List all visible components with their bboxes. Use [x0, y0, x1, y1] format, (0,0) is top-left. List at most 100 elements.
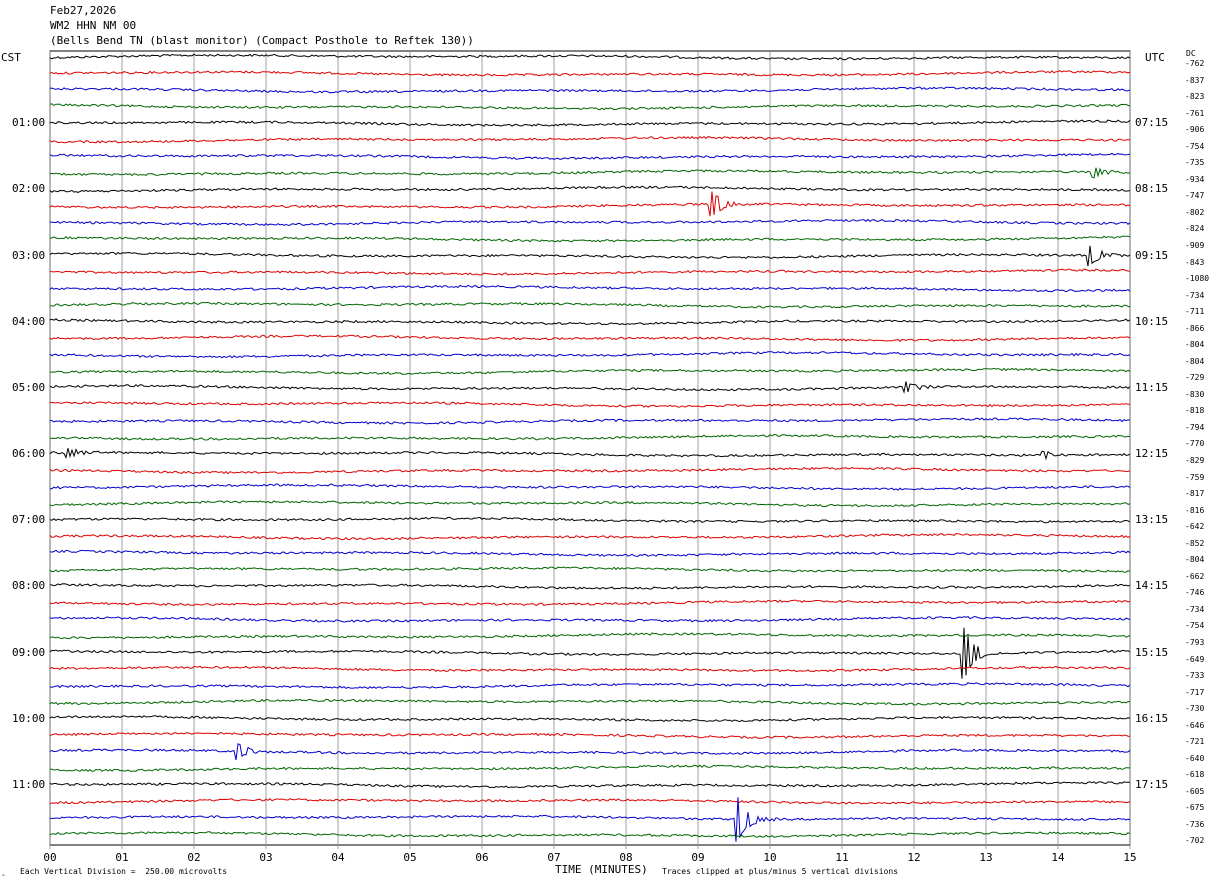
dc-offset-label: -843 — [1185, 257, 1205, 267]
trace-line — [49, 831, 1131, 838]
x-tick-label: 10 — [763, 851, 777, 864]
trace-line — [49, 284, 1131, 293]
dc-offset-label: -794 — [1185, 422, 1205, 432]
trace-line — [49, 627, 1131, 679]
x-tick-label: 04 — [331, 851, 345, 864]
x-tick-label: 14 — [1051, 851, 1065, 864]
left-time-label: 04:00 — [12, 314, 46, 328]
dc-offset-label: -730 — [1185, 704, 1205, 714]
right-time-label: 14:15 — [1135, 579, 1169, 593]
dc-header-label: DC — [1186, 49, 1196, 58]
trace-line — [49, 152, 1131, 160]
x-tick-label: 06 — [475, 851, 489, 864]
trace-line — [49, 334, 1131, 343]
dc-offset-label: -746 — [1185, 588, 1205, 598]
date-label: Feb27,2026 — [50, 4, 117, 17]
trace-line — [49, 367, 1131, 375]
left-time-label: 03:00 — [12, 248, 46, 262]
trace-line — [49, 698, 1131, 706]
dc-offset-label: -804 — [1185, 340, 1205, 350]
trace-line — [49, 764, 1130, 772]
dc-offset-label: -662 — [1185, 571, 1205, 581]
x-tick-label: 09 — [691, 851, 705, 864]
x-tick-label: 00 — [43, 851, 57, 864]
dc-offset-label: -824 — [1185, 224, 1205, 234]
dc-offset-label: -793 — [1185, 637, 1205, 647]
left-time-label: 10:00 — [12, 711, 46, 725]
x-tick-label: 02 — [187, 851, 201, 864]
dc-offset-label: -804 — [1185, 356, 1205, 366]
trace-line — [49, 351, 1131, 359]
dc-offset-label: -817 — [1185, 489, 1205, 499]
dc-offset-label: -736 — [1185, 819, 1205, 829]
dc-offset-label: -909 — [1185, 240, 1205, 250]
dc-offset-label: -729 — [1185, 373, 1205, 383]
dc-offset-label: -733 — [1185, 671, 1205, 681]
right-time-label: 11:15 — [1135, 380, 1169, 394]
site-label: (Bells Bend TN (blast monitor) (Compact … — [50, 34, 474, 47]
dc-offset-label: -605 — [1185, 786, 1205, 796]
dc-offset-label: -830 — [1185, 389, 1205, 399]
left-time-label: 05:00 — [12, 380, 46, 394]
left-time-label: 07:00 — [12, 513, 46, 527]
dc-offset-label: -816 — [1185, 505, 1205, 515]
trace-line — [49, 318, 1131, 326]
left-timezone-label: CST — [1, 51, 21, 64]
trace-line — [49, 185, 1131, 193]
trace-line — [49, 516, 1131, 524]
x-tick-label: 15 — [1123, 851, 1137, 864]
right-time-label: 12:15 — [1135, 447, 1169, 460]
x-tick-label: 08 — [619, 851, 633, 864]
dc-offset-label: -934 — [1185, 174, 1205, 184]
dc-offset-label: -804 — [1185, 555, 1205, 565]
dc-offset-label: -721 — [1185, 737, 1205, 747]
dc-offset-label: -823 — [1185, 92, 1205, 102]
clip-note: Traces clipped at plus/minus 5 vertical … — [662, 867, 899, 876]
dc-offset-label: -866 — [1185, 323, 1205, 333]
dc-offset-label: -747 — [1185, 191, 1205, 201]
dc-offset-label: -754 — [1185, 141, 1205, 151]
trace-line — [49, 417, 1131, 425]
dc-offset-label: -762 — [1185, 59, 1205, 68]
dc-offset-label: -829 — [1185, 456, 1205, 465]
x-tick-label: 03 — [259, 851, 273, 864]
dc-offset-label: -640 — [1185, 753, 1205, 763]
trace-line — [49, 70, 1131, 77]
left-time-label: 09:00 — [12, 645, 46, 659]
plot-frame — [49, 50, 1131, 846]
scale-note: Each Vertical Division = 250.00 microvol… — [20, 867, 228, 876]
dc-offset-label: -761 — [1185, 108, 1205, 118]
left-time-label: 08:00 — [12, 579, 46, 593]
trace-line — [49, 682, 1131, 690]
right-time-label: 07:15 — [1135, 116, 1169, 130]
trace-line — [49, 119, 1131, 127]
trace-line — [49, 86, 1131, 94]
trace-line — [49, 466, 1131, 475]
trace-line — [49, 167, 1131, 179]
trace-line — [49, 549, 1131, 557]
right-time-label: 10:15 — [1135, 314, 1169, 328]
trace-line — [49, 743, 1131, 761]
right-time-label: 13:15 — [1135, 513, 1169, 527]
dc-offset-label: -906 — [1185, 125, 1205, 135]
dc-offset-label: -1080 — [1185, 274, 1210, 284]
trace-line — [50, 483, 1131, 491]
dc-offset-label: -802 — [1185, 207, 1205, 217]
trace-line — [49, 301, 1131, 309]
trace-line — [49, 245, 1131, 267]
dc-offset-label: -735 — [1185, 158, 1205, 168]
trace-line — [49, 715, 1131, 723]
x-tick-label: 13 — [979, 851, 993, 864]
trace-line — [49, 135, 1131, 144]
trace-line — [49, 731, 1131, 739]
dc-offset-label: -818 — [1185, 406, 1205, 416]
dc-offset-label: -646 — [1185, 720, 1205, 730]
trace-line — [49, 599, 1131, 606]
dc-offset-label: -754 — [1185, 621, 1205, 631]
dc-offset-label: -759 — [1185, 472, 1205, 482]
right-timezone-label: UTC — [1145, 51, 1165, 64]
x-axis-title: TIME (MINUTES) — [555, 863, 648, 876]
trace-line — [49, 381, 1131, 394]
trace-line — [49, 781, 1131, 789]
